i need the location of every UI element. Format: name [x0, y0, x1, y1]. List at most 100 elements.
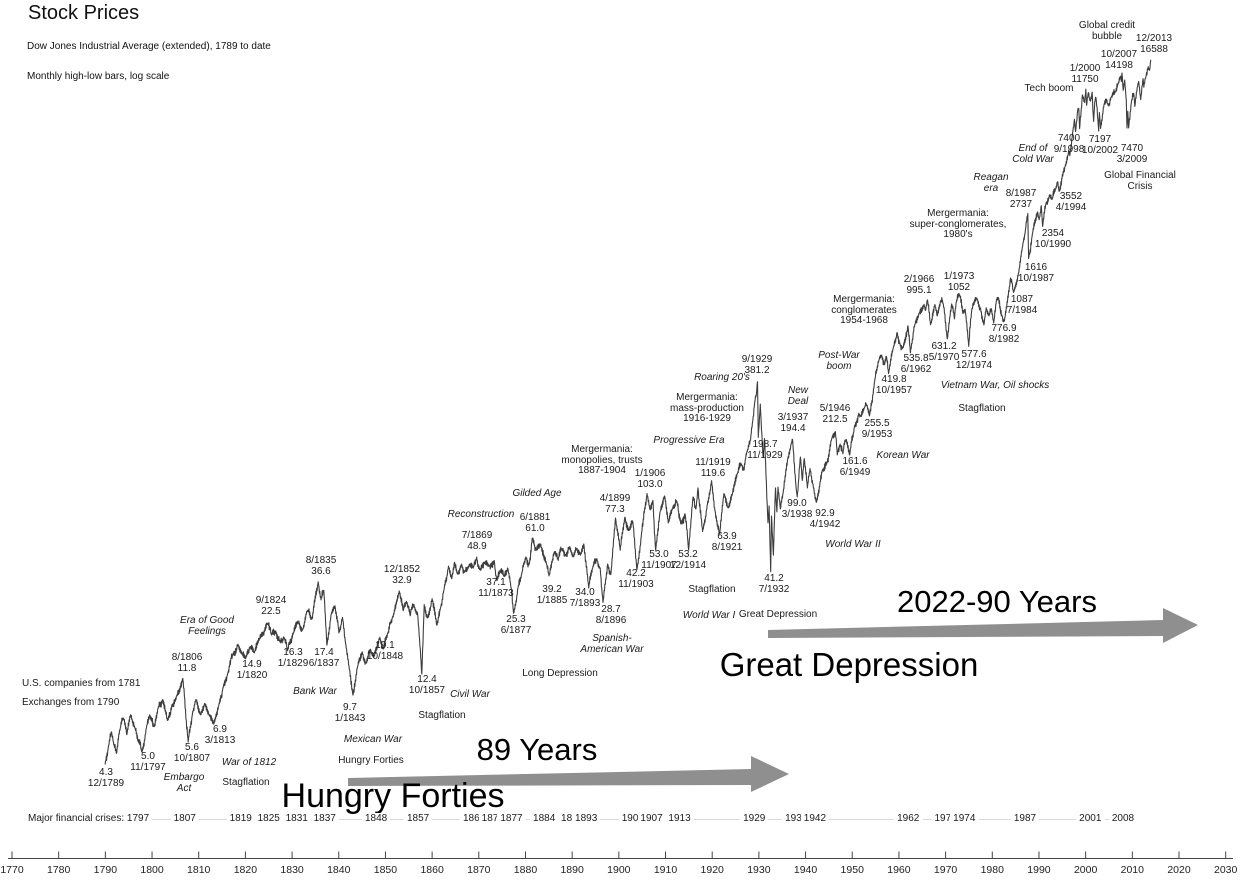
chart-annotation: 9/1824 22.5: [255, 595, 287, 617]
chart-annotation: Civil War: [450, 689, 490, 700]
x-axis: 1770 1780 1790 1800 1810 1820 1830 1840 1850 1860…: [0, 851, 1238, 876]
chart-annotation: Long Depression: [522, 668, 598, 679]
crisis-year-label: 1962: [894, 813, 923, 824]
chart-annotation: 5.6 10/1807: [173, 742, 211, 764]
chart-annotation: 3552 4/1994: [1055, 191, 1087, 213]
chart-annotation: 42.2 11/1903: [618, 568, 654, 590]
chart-annotation: Reconstruction: [447, 509, 515, 520]
crisis-year-label: 1848: [361, 813, 391, 824]
chart-annotation: 6.9 3/1813: [204, 724, 236, 746]
chart-annotation: Mergermania: conglomerates 1954-1968: [831, 294, 897, 326]
x-axis-tick-label: 1870: [467, 864, 491, 876]
chart-annotation: Roaring 20's: [694, 372, 750, 383]
x-axis-tick-label: 1950: [841, 864, 865, 876]
chart-annotation: 9.7 1/1843: [334, 702, 366, 724]
big-label-2022-90-years: 2022-90 Years: [897, 584, 1097, 619]
x-axis-tick-label: 2000: [1074, 864, 1098, 876]
chart-annotation: 1/1973 1052: [943, 271, 975, 293]
chart-annotation: Stagflation: [418, 710, 466, 721]
chart-annotation: 577.6 12/1974: [955, 349, 993, 371]
chart-annotation: Post-War boom: [818, 350, 860, 372]
chart-annotation: 39.2 1/1885: [536, 584, 568, 606]
big-label-great-depression: Great Depression: [719, 646, 979, 683]
big-label-hungry-forties: Hungry Forties: [281, 777, 505, 815]
chart-annotation: Stagflation: [688, 584, 736, 595]
chart-annotation: 161.6 6/1949: [839, 456, 871, 478]
crisis-year-label: 1987: [1010, 813, 1040, 824]
chart-annotation: Tech boom: [1024, 83, 1074, 94]
chart-annotation: Mexican War: [343, 734, 403, 745]
chart-annotation: Mergermania: mass-production 1916-1929: [670, 392, 744, 424]
chart-annotation: 7400 9/1998: [1053, 133, 1085, 155]
x-axis-tick-label: 1910: [654, 864, 678, 876]
crisis-year-label: 1857: [403, 813, 433, 824]
x-axis-tick-label: 1830: [280, 864, 304, 876]
chart-annotation: 1/2000 11750: [1069, 63, 1101, 85]
arrow-2022-90-years: [768, 608, 1198, 643]
chart-annotation: 1087 7/1984: [1006, 294, 1038, 316]
chart-annotation: Progressive Era: [653, 435, 725, 446]
x-axis-tick-label: 1810: [187, 864, 211, 876]
chart-annotation: 631.2 5/1970: [928, 341, 960, 363]
crisis-year-label: 1877: [497, 813, 526, 824]
chart-annotation: 4.3 12/1789: [87, 767, 125, 789]
chart-annotation: War of 1812: [221, 757, 277, 768]
chart-annotation: 7470 3/2009: [1116, 143, 1148, 165]
chart-annotation: 7197 10/2002: [1081, 134, 1119, 156]
x-axis-tick-label: 1820: [234, 864, 258, 876]
chart-annotation: Reagan era: [973, 172, 1009, 194]
chart-annotation: Vietnam War, Oil shocks: [940, 380, 1050, 391]
chart-annotation: Gilded Age: [512, 488, 562, 499]
crisis-year-label: 1903: [618, 813, 647, 824]
crisis-year-label: 1873: [478, 813, 507, 824]
x-axis-tick-label: 1980: [981, 864, 1005, 876]
chart-annotation: 63.9 8/1921: [711, 531, 743, 553]
crisis-year-label: 1929: [740, 813, 769, 824]
x-axis-tick-label: 1890: [560, 864, 584, 876]
chart-annotation: Hungry Forties: [338, 755, 404, 766]
crises-row-label: Major financial crises:: [28, 813, 125, 824]
chart-annotation: 9/1929 381.2: [741, 354, 773, 376]
x-axis-tick-label: 1920: [701, 864, 725, 876]
arrow-89-years: [348, 756, 789, 792]
chart-annotation: 53.2 12/1914: [669, 549, 707, 571]
chart-annotation: 8/1987 2737: [1005, 188, 1037, 210]
crisis-year-label: 1942: [800, 813, 830, 824]
crisis-year-label: 1893: [572, 813, 601, 824]
crisis-year-label: 2008: [1108, 813, 1138, 824]
x-axis-tick-label: 2030: [1214, 864, 1238, 876]
x-axis-tick-label: 1860: [420, 864, 444, 876]
x-axis-tick-label: 1880: [514, 864, 538, 876]
chart-annotation: 5.0 11/1797: [130, 751, 166, 773]
chart-annotation: 99.0 3/1938: [781, 498, 813, 520]
crisis-year-label: 1913: [665, 813, 694, 824]
chart-annotation: Mergermania: super-conglomerates, 1980's: [909, 208, 1007, 240]
page-title: Stock Prices: [28, 2, 140, 24]
crisis-year-label: 1837: [310, 813, 339, 824]
crisis-year-label: 1907: [637, 813, 666, 824]
chart-annotation: 34.0 7/1893: [569, 587, 601, 609]
crisis-year-label: 1884: [530, 813, 559, 824]
x-axis-tick-label: 1940: [794, 864, 818, 876]
chart-annotation: 255.5 9/1953: [861, 418, 893, 440]
x-axis-tick-label: 2010: [1121, 864, 1145, 876]
chart-annotation: 3/1937 194.4: [777, 412, 809, 434]
x-axis-tick-label: 1960: [887, 864, 911, 876]
x-axis-tick-label: 1990: [1027, 864, 1051, 876]
chart-annotation: Embargo Act: [163, 772, 205, 794]
x-axis-tick-label: 2020: [1167, 864, 1191, 876]
chart-annotation: Spanish- American War: [580, 633, 644, 655]
chart-annotation: 419.8 10/1957: [875, 374, 913, 396]
chart-annotation: 1616 10/1987: [1017, 262, 1055, 284]
chart-annotation: World War II: [825, 539, 881, 550]
chart-annotation: 2354 10/1990: [1034, 228, 1072, 250]
crisis-year-label: 1819: [226, 813, 255, 824]
chart-annotation: Mergermania: monopolies, trusts 1887-190…: [561, 444, 643, 476]
chart-annotation: 2/1966 995.1: [903, 274, 935, 296]
chart-scale-note: Monthly high-low bars, log scale: [27, 71, 170, 82]
chart-annotation: 16.3 1/1829: [277, 647, 309, 669]
chart-annotation: Global Financial Crisis: [1104, 170, 1176, 192]
x-axis-tick-label: 1850: [374, 864, 398, 876]
chart-annotation: 53.0 11/1907: [641, 549, 677, 571]
chart-annotation: Exchanges from 1790: [22, 697, 120, 708]
